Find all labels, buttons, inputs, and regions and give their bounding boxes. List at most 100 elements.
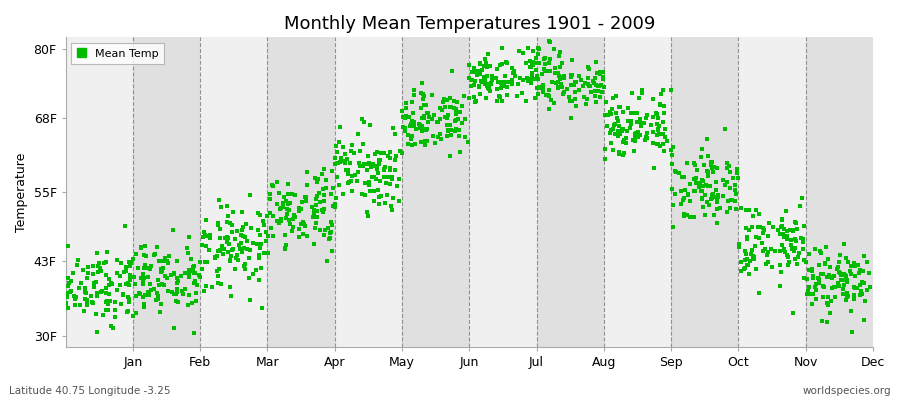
Point: [273, 205, 287, 212]
Point: [298, 194, 312, 200]
Point: [121, 280, 135, 287]
Point: [734, 268, 748, 274]
Point: [788, 218, 802, 225]
Point: [565, 98, 580, 104]
Point: [511, 48, 526, 54]
Point: [443, 95, 457, 101]
Point: [213, 281, 228, 287]
Point: [706, 169, 720, 175]
Point: [116, 290, 130, 297]
Point: [453, 108, 467, 115]
Point: [430, 134, 445, 140]
Point: [583, 82, 598, 89]
Point: [266, 181, 280, 188]
Point: [417, 113, 431, 119]
Point: [720, 160, 734, 166]
Point: [116, 292, 130, 298]
Point: [352, 160, 366, 166]
Y-axis label: Temperature: Temperature: [15, 152, 28, 232]
Point: [827, 284, 842, 290]
Point: [72, 284, 86, 291]
Point: [78, 285, 93, 291]
Point: [467, 78, 482, 84]
Point: [847, 284, 861, 290]
Point: [367, 151, 382, 158]
Point: [122, 276, 137, 282]
Point: [704, 196, 718, 202]
Point: [530, 73, 544, 79]
Point: [445, 68, 459, 74]
Point: [157, 258, 171, 265]
Point: [94, 268, 108, 274]
Point: [222, 241, 237, 248]
Point: [626, 136, 640, 143]
Point: [60, 282, 75, 289]
Point: [475, 66, 490, 73]
Point: [729, 191, 743, 197]
Point: [551, 84, 565, 90]
Point: [144, 263, 158, 270]
Point: [259, 228, 274, 235]
Point: [688, 162, 702, 168]
Point: [524, 64, 538, 70]
Point: [136, 279, 150, 286]
Point: [689, 175, 704, 181]
Bar: [536, 37, 604, 347]
Point: [188, 298, 202, 304]
Point: [277, 232, 292, 238]
Point: [447, 128, 462, 134]
Point: [645, 128, 660, 135]
Point: [196, 287, 211, 294]
Point: [727, 198, 742, 205]
Point: [492, 94, 507, 100]
Point: [806, 275, 820, 282]
Point: [611, 133, 625, 140]
Point: [716, 193, 730, 199]
Point: [536, 66, 551, 72]
Point: [314, 170, 328, 177]
Point: [543, 39, 557, 45]
Point: [272, 190, 286, 196]
Point: [102, 290, 116, 297]
Point: [710, 205, 724, 212]
Point: [525, 73, 539, 79]
Point: [342, 179, 356, 186]
Point: [452, 133, 466, 139]
Point: [745, 246, 760, 253]
Point: [698, 212, 713, 218]
Point: [674, 188, 688, 194]
Point: [817, 284, 832, 290]
Bar: [402, 37, 469, 347]
Point: [616, 109, 630, 115]
Point: [747, 254, 761, 260]
Point: [523, 64, 537, 70]
Point: [490, 98, 504, 104]
Point: [170, 280, 184, 287]
Point: [807, 246, 822, 252]
Point: [141, 265, 156, 271]
Point: [249, 241, 264, 247]
Point: [412, 122, 427, 129]
Point: [93, 265, 107, 271]
Point: [493, 78, 508, 85]
Point: [800, 291, 814, 298]
Point: [66, 270, 80, 276]
Point: [242, 274, 256, 281]
Point: [234, 232, 248, 238]
Point: [620, 104, 634, 111]
Point: [775, 217, 789, 223]
Point: [137, 252, 151, 258]
Point: [656, 141, 670, 147]
Point: [831, 264, 845, 270]
Point: [796, 246, 810, 252]
Point: [373, 178, 387, 184]
Point: [59, 290, 74, 297]
Point: [310, 179, 324, 186]
Point: [311, 190, 326, 196]
Point: [644, 122, 658, 128]
Point: [747, 256, 761, 262]
Point: [819, 244, 833, 251]
Point: [589, 82, 603, 88]
Point: [150, 290, 165, 296]
Point: [781, 254, 796, 260]
